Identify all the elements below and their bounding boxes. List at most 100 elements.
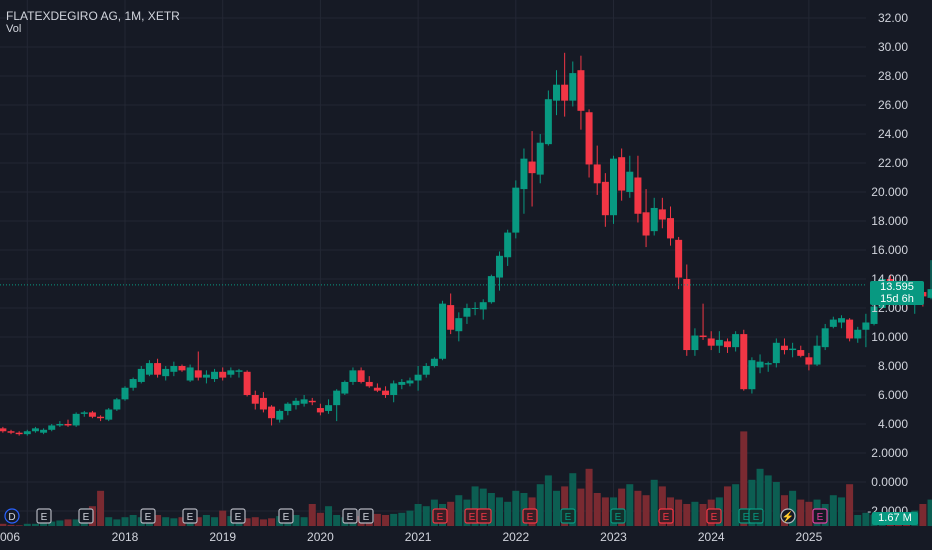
candle-body	[683, 279, 691, 351]
volume-bar	[129, 515, 137, 526]
volume-bar	[113, 519, 121, 526]
candle-body	[780, 345, 788, 351]
earnings-marker[interactable]	[230, 508, 246, 524]
volume-bar	[194, 517, 202, 526]
candle-body	[162, 368, 170, 377]
volume-bar	[650, 479, 658, 526]
event-marker-label: E	[347, 512, 354, 523]
candle-body	[341, 381, 349, 394]
candle-body	[846, 319, 854, 339]
candle-body	[219, 371, 227, 378]
volume-bar	[325, 506, 333, 526]
earnings-miss-marker[interactable]	[658, 508, 674, 524]
candle-body	[72, 413, 80, 426]
earnings-marker[interactable]	[182, 508, 198, 524]
volume-bar	[536, 484, 544, 526]
earnings-marker[interactable]	[358, 508, 374, 524]
candle-body	[512, 187, 520, 233]
candle-body	[772, 342, 780, 364]
earnings-marker[interactable]	[278, 508, 294, 524]
candle-body	[455, 318, 463, 332]
volume-bar	[7, 524, 15, 526]
split-marker[interactable]	[780, 508, 796, 524]
event-marker-label: E	[363, 512, 370, 523]
volume-bar	[219, 510, 227, 526]
last-price-tag: 13.595 15d 6h	[870, 281, 924, 305]
volume-bar	[837, 497, 845, 526]
event-marker-label: E	[41, 512, 48, 523]
volume-bar	[471, 486, 479, 526]
candle-body	[618, 157, 626, 191]
event-marker-label: E	[743, 512, 750, 523]
earnings-miss-marker[interactable]	[432, 508, 448, 524]
volume-bar	[178, 517, 186, 526]
earnings-marker[interactable]	[342, 508, 358, 524]
earnings-marker[interactable]	[78, 508, 94, 524]
x-axis-tick-label: 2020	[307, 530, 334, 544]
volume-bar	[259, 519, 267, 526]
dividend-marker[interactable]	[4, 508, 20, 524]
volume-bar	[300, 517, 308, 526]
candle-body	[145, 363, 153, 375]
earnings-upcoming-marker[interactable]	[812, 508, 828, 524]
candle-body	[626, 171, 634, 192]
candle-body	[520, 158, 528, 190]
candle-body	[479, 302, 487, 310]
y-axis-tick-label: 16.000	[871, 243, 908, 257]
event-marker-label: E	[145, 512, 152, 523]
earnings-beat-marker[interactable]	[610, 508, 626, 524]
candle-body	[927, 289, 932, 298]
volume-bar	[154, 515, 162, 526]
volume-bar	[105, 517, 113, 526]
volume-bar	[846, 484, 854, 526]
volume-bar	[31, 523, 39, 526]
volume-bar	[308, 504, 316, 526]
candle-body	[553, 84, 561, 101]
volume-bar	[487, 493, 495, 526]
y-axis-tick-label: 22.00	[878, 156, 908, 170]
volume-bar	[504, 501, 512, 526]
volume-bar	[64, 519, 72, 526]
volume-bar	[756, 468, 764, 526]
candle-body	[610, 158, 617, 216]
earnings-miss-marker[interactable]	[476, 508, 492, 524]
event-marker-label: E	[817, 512, 824, 523]
volume-bar	[398, 512, 406, 526]
volume-bar	[919, 504, 927, 526]
candle-body	[577, 70, 585, 111]
volume-bar	[789, 490, 797, 526]
earnings-beat-marker[interactable]	[560, 508, 576, 524]
bar-countdown: 15d 6h	[880, 293, 914, 305]
candle-body	[268, 406, 276, 419]
earnings-marker[interactable]	[36, 508, 52, 524]
volume-bar	[634, 490, 642, 526]
x-axis-tick-label: 2019	[209, 530, 236, 544]
x-axis-tick-label: 006	[0, 530, 20, 544]
earnings-miss-marker[interactable]	[706, 508, 722, 524]
candle-body	[854, 329, 862, 339]
y-axis-tick-label: 30.00	[878, 40, 908, 54]
volume-bar	[626, 484, 634, 526]
candle-body	[707, 338, 715, 346]
candle-body	[40, 429, 48, 433]
volume-bar	[805, 501, 813, 526]
y-axis-tick-label: 6.000	[878, 388, 908, 402]
candle-body	[634, 177, 642, 214]
event-marker-label: E	[469, 512, 476, 523]
candle-body	[740, 334, 748, 390]
volume-bar	[211, 517, 219, 526]
volume-bar	[732, 484, 740, 526]
candle-body	[365, 381, 373, 387]
earnings-miss-marker[interactable]	[522, 508, 538, 524]
candle-body	[675, 239, 683, 278]
y-axis-tick-label: 26.00	[878, 98, 908, 112]
candle-body	[300, 399, 308, 404]
y-axis-tick-label: 4.000	[878, 417, 908, 431]
earnings-beat-marker[interactable]	[748, 508, 764, 524]
candle-body	[829, 319, 837, 327]
earnings-marker[interactable]	[140, 508, 156, 524]
candle-body	[797, 350, 805, 356]
candle-body	[406, 380, 414, 384]
volume-bar	[162, 517, 170, 526]
